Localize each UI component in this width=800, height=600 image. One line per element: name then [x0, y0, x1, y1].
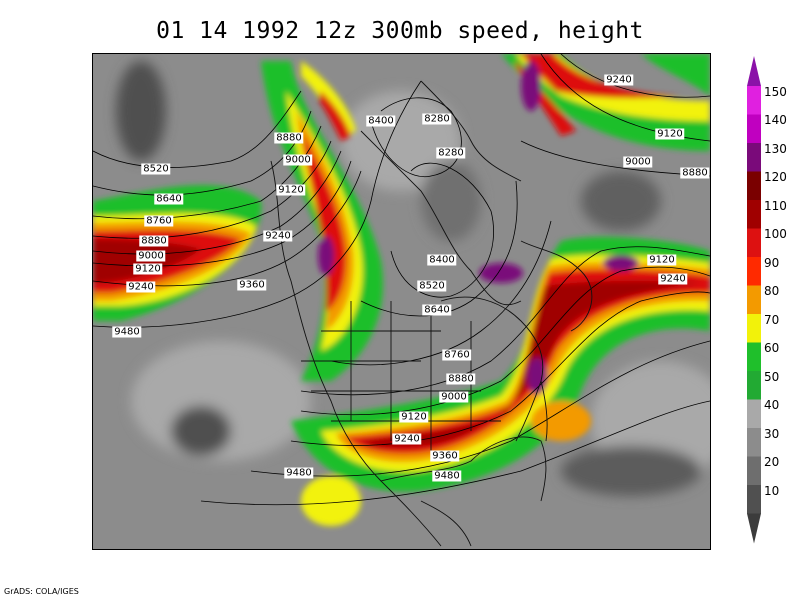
colorbar-swatch — [747, 485, 761, 514]
colorbar-swatch — [747, 171, 761, 201]
colorbar-swatch — [747, 200, 761, 229]
colorbar-swatch — [747, 257, 761, 286]
colorbar-top-arrow — [747, 56, 761, 86]
contour-label: 9000 — [136, 250, 166, 262]
colorbar-swatch — [747, 228, 761, 258]
contour-label: 9000 — [623, 156, 653, 168]
colorbar-level-label: 140 — [764, 113, 787, 128]
map-panel: 8520 8640 8760 8880 9000 9120 9240 9360 9480 8880… — [92, 53, 711, 550]
contour-label: 8280 — [436, 147, 466, 159]
contour-label: 9120 — [399, 411, 429, 423]
contour-label: 8880 — [139, 235, 169, 247]
contour-label: 9240 — [604, 74, 634, 86]
colorbar-swatch — [747, 314, 761, 343]
colorbar-swatch — [747, 371, 761, 400]
contour-label: 9000 — [439, 391, 469, 403]
colorbar-level-label: 120 — [764, 170, 787, 185]
contour-label: 9120 — [655, 128, 685, 140]
contour-label: 8640 — [422, 304, 452, 316]
contour-label: 8520 — [141, 163, 171, 175]
colorbar-level-label: 70 — [764, 312, 780, 327]
contour-label: 8880 — [446, 373, 476, 385]
contour-label: 9120 — [276, 184, 306, 196]
colorbar-level-label: 80 — [764, 284, 780, 299]
contour-label: 9480 — [432, 470, 462, 482]
colorbar-level-label: 60 — [764, 341, 780, 356]
contour-label: 8280 — [422, 113, 452, 125]
colorbar-level-label: 150 — [764, 84, 787, 99]
colorbar-level-label: 40 — [764, 398, 780, 413]
contour-label: 9360 — [237, 279, 267, 291]
colorbar-swatches — [747, 56, 761, 544]
contour-label: 9360 — [430, 450, 460, 462]
contour-label: 9240 — [263, 230, 293, 242]
colorbar-swatch — [747, 399, 761, 429]
colorbar-level-label: 110 — [764, 198, 787, 213]
contour-label: 9480 — [284, 467, 314, 479]
contour-label: 9480 — [112, 326, 142, 338]
colorbar-level-label: 30 — [764, 426, 780, 441]
colorbar-swatch — [747, 342, 761, 372]
credit-text: GrADS: COLA/IGES — [4, 587, 79, 596]
contour-label: 9000 — [283, 154, 313, 166]
contour-label: 8400 — [427, 254, 457, 266]
wind-speed-field — [93, 54, 710, 549]
colorbar-level-label: 100 — [764, 227, 787, 242]
contour-label: 8520 — [417, 280, 447, 292]
colorbar-swatch — [747, 114, 761, 144]
colorbar-swatch — [747, 285, 761, 315]
contour-label: 8880 — [274, 132, 304, 144]
colorbar-level-label: 90 — [764, 255, 780, 270]
contour-label: 8760 — [144, 215, 174, 227]
contour-label: 8400 — [366, 115, 396, 127]
contour-label: 9240 — [392, 433, 422, 445]
contour-label: 8880 — [680, 167, 710, 179]
contour-label: 9120 — [647, 254, 677, 266]
contour-label: 9240 — [126, 281, 156, 293]
colorbar-swatch — [747, 428, 761, 457]
colorbar-level-label: 20 — [764, 455, 780, 470]
contour-label: 9120 — [133, 263, 163, 275]
contour-label: 8640 — [154, 193, 184, 205]
map-title: 01 14 1992 12z 300mb speed, height — [156, 18, 644, 44]
colorbar-level-label: 50 — [764, 369, 780, 384]
colorbar-swatch — [747, 456, 761, 486]
colorbar-level-label: 130 — [764, 141, 787, 156]
colorbar-bottom-arrow — [747, 513, 761, 544]
colorbar-level-label: 10 — [764, 483, 780, 498]
colorbar-legend: 150 140 130 120 110 100 90 80 70 60 50 40 30 20 10 — [744, 56, 800, 546]
colorbar-swatch — [747, 86, 761, 115]
contour-label: 8760 — [442, 349, 472, 361]
colorbar-swatch — [747, 143, 761, 172]
contour-label: 9240 — [658, 273, 688, 285]
